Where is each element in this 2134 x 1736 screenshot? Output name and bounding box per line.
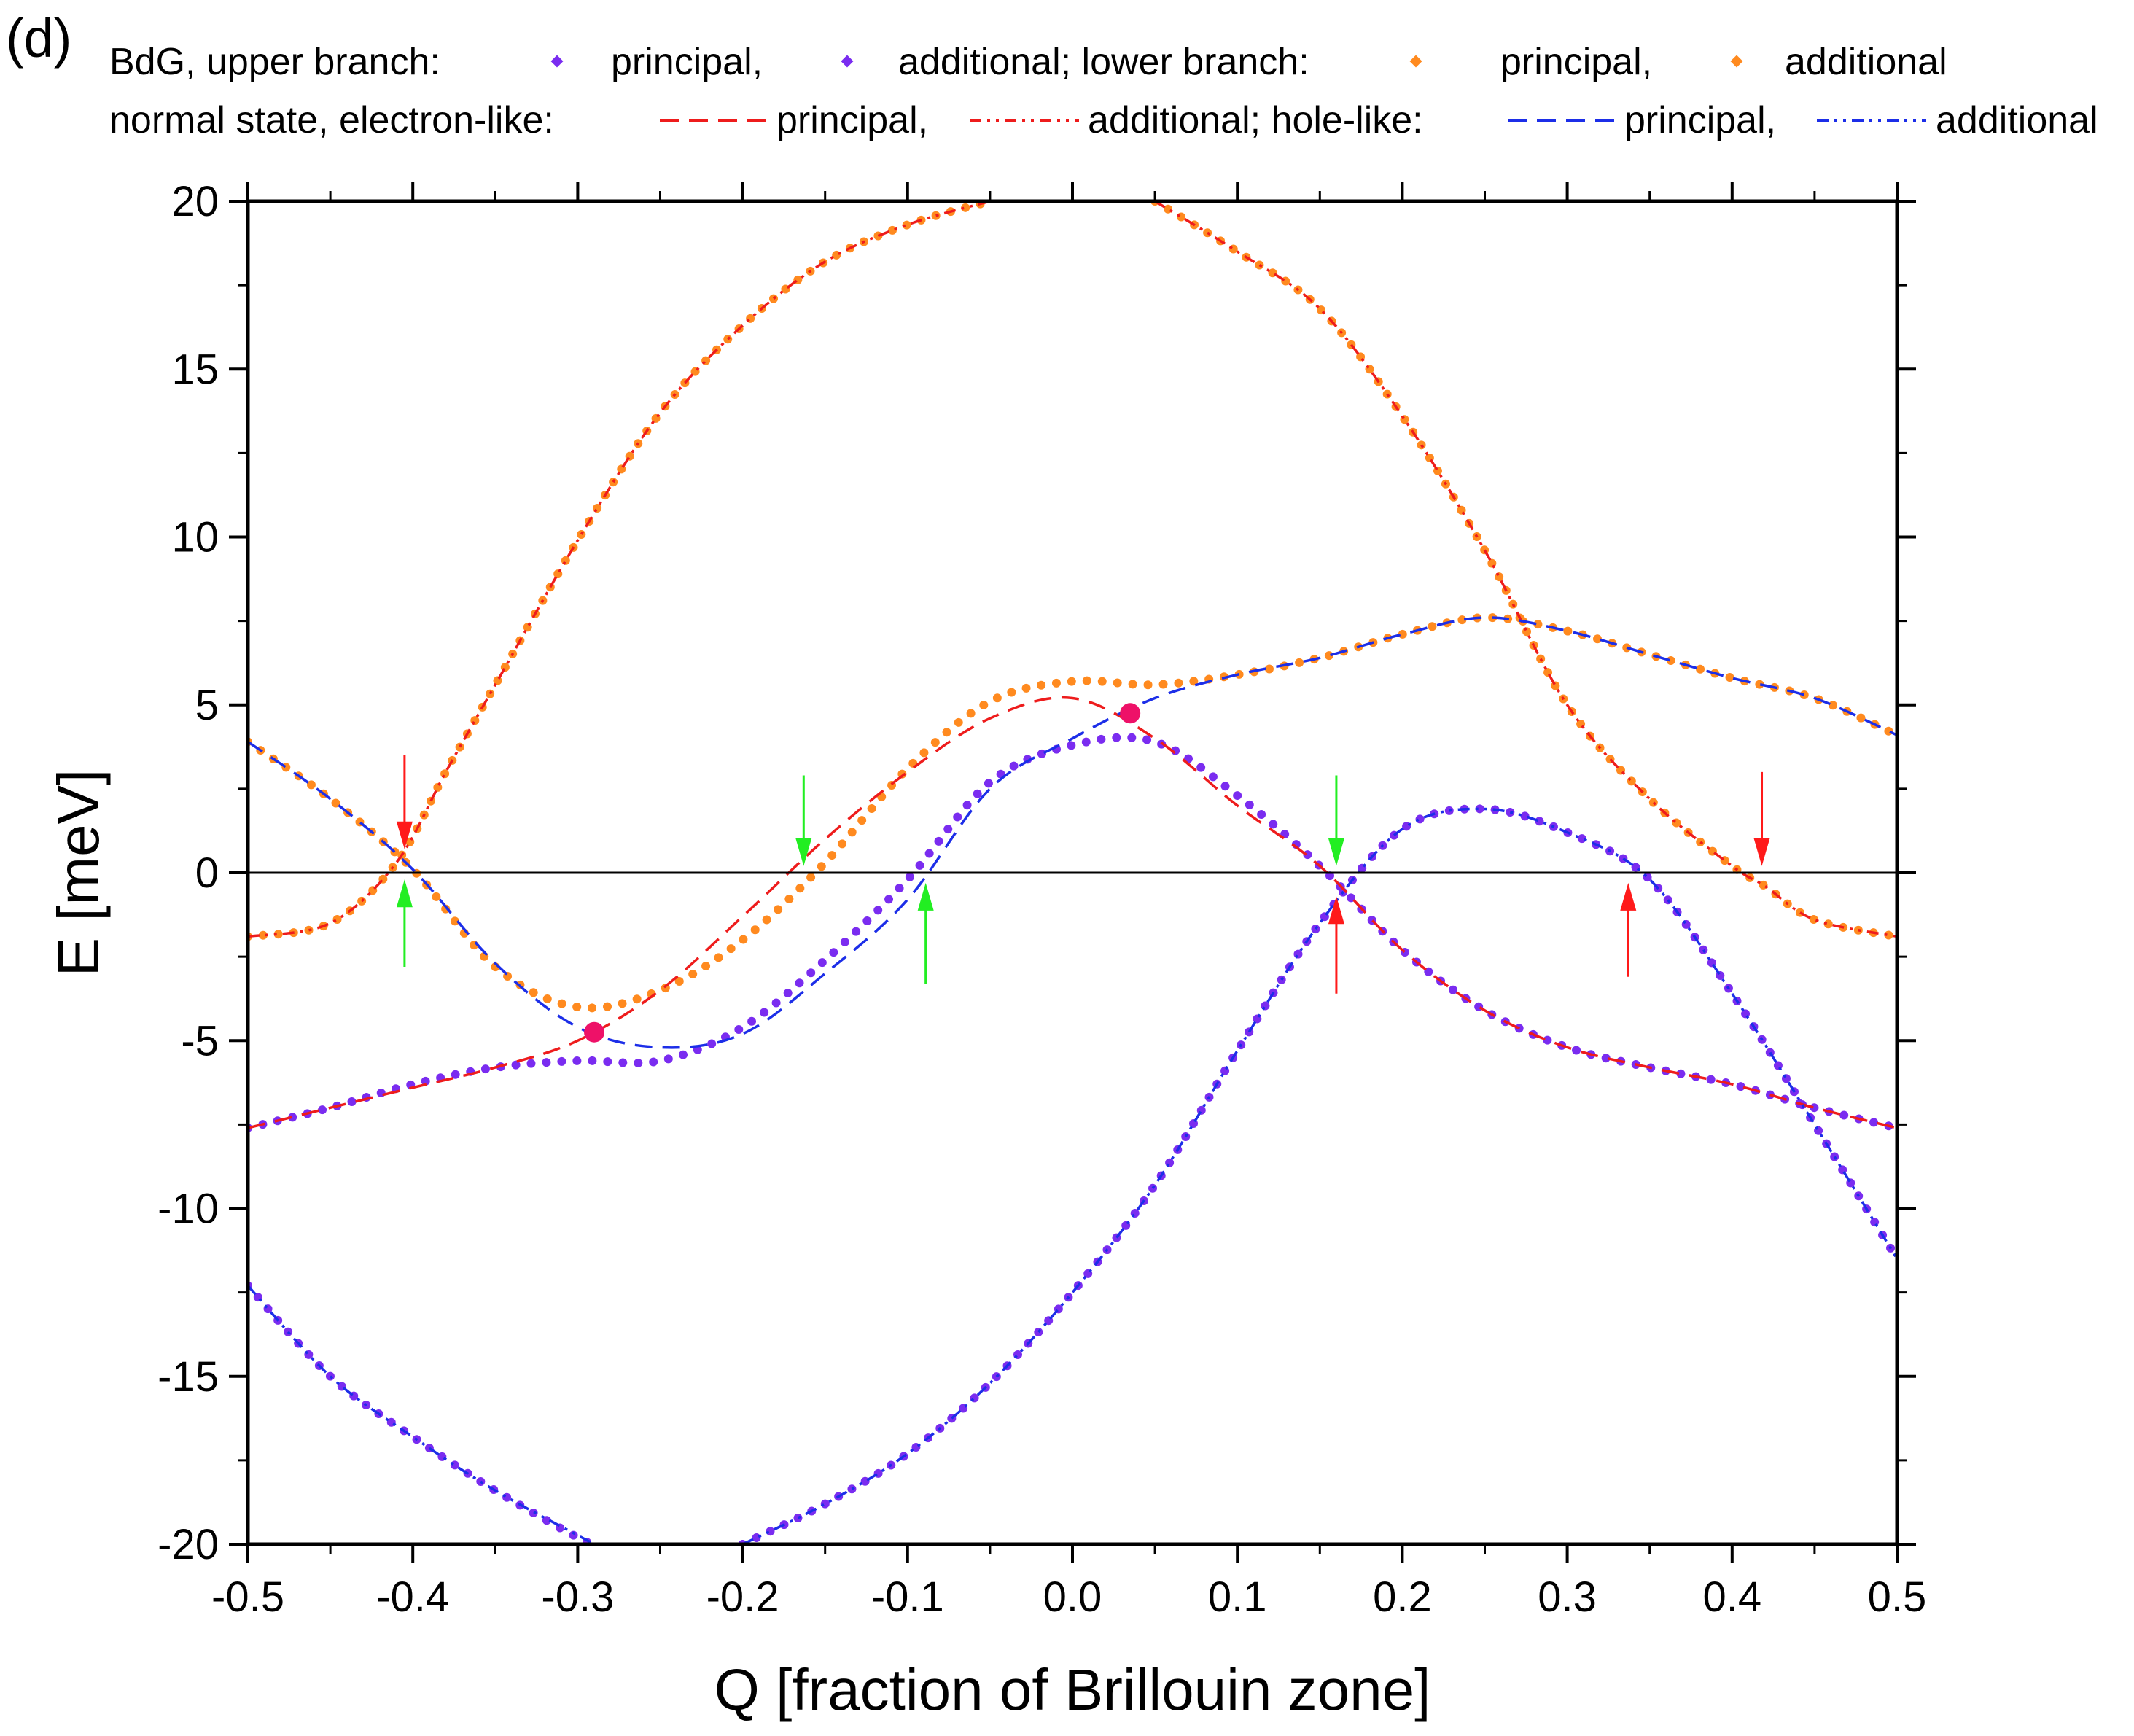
- arrow-6: [1328, 896, 1344, 994]
- bdg-lower-branch-additional-2-series: [1150, 201, 1897, 941]
- normal-hole-like-additional-series: [248, 1285, 597, 1544]
- arrow-5: [1328, 775, 1344, 866]
- x-tick-label: 0.4: [1702, 1573, 1761, 1621]
- x-tick-label: -0.3: [541, 1573, 614, 1621]
- y-tick-label: 5: [195, 682, 219, 729]
- arrow-8: [1753, 771, 1770, 866]
- legend-lower-principal: principal,: [1500, 41, 1652, 83]
- x-tick-label: 0.1: [1208, 1573, 1267, 1621]
- y-tick-label: -5: [181, 1017, 219, 1064]
- bdg-upper-branch-additional-series: [248, 1281, 599, 1544]
- y-tick-label: -10: [157, 1186, 219, 1233]
- x-tick-label: -0.5: [211, 1573, 284, 1621]
- legend-marker-upper-additional: [841, 55, 854, 68]
- normal-electron-like-additional-series: [248, 201, 991, 938]
- normal-electron-like-principal-series: [248, 696, 1897, 1129]
- x-axis-label: Q [fraction of Brillouin zone]: [714, 1657, 1431, 1722]
- plot-annotations: [396, 703, 1770, 1043]
- y-tick-label: -20: [157, 1521, 219, 1568]
- panel-label: (d): [6, 8, 71, 69]
- legend-row-1: BdG, upper branch: principal, additional…: [109, 41, 1947, 83]
- x-tick-label: -0.4: [376, 1573, 449, 1621]
- normal-hole-like-additional-2-series: [741, 807, 1897, 1544]
- arrow-1: [396, 755, 413, 849]
- bdg-upper-branch-additional-2-series: [738, 804, 1897, 1544]
- y-axis-label: E [meV]: [46, 769, 111, 977]
- legend-electron-principal: principal,: [776, 99, 928, 141]
- plot-axes: -0.5 -0.4 -0.3 -0.2 -0.1 0.0 0.1 0.2 0.3 0.4 0.5 -2…: [157, 178, 1926, 1621]
- bdg-lower-branch-additional-series: [248, 201, 994, 941]
- legend-marker-lower-principal: [1409, 55, 1422, 68]
- x-tick-label: 0.0: [1043, 1573, 1102, 1621]
- x-tick-label: 0.2: [1373, 1573, 1432, 1621]
- arrow-3: [795, 775, 812, 866]
- legend-hole-principal: principal,: [1624, 99, 1776, 141]
- legend-hole-additional: additional: [1936, 99, 2098, 141]
- y-tick-label: 20: [171, 178, 219, 225]
- y-tick-label: 15: [171, 346, 219, 393]
- legend-marker-lower-additional: [1730, 55, 1743, 68]
- crossing-marker-1: [584, 1021, 605, 1043]
- legend-row-2: normal state, electron-like: principal, …: [109, 99, 2098, 141]
- plot-series: [248, 201, 1897, 1544]
- x-tick-label: -0.1: [871, 1573, 944, 1621]
- legend-row2-prefix: normal state, electron-like:: [109, 99, 554, 141]
- legend-row1-prefix: BdG, upper branch:: [109, 41, 440, 83]
- legend-upper-additional: additional; lower branch:: [898, 41, 1309, 83]
- arrow-2: [396, 879, 413, 967]
- legend-lower-additional: additional: [1785, 41, 1947, 83]
- bdg-lower-branch-principal-series: [248, 612, 1897, 1013]
- bdg-upper-branch-principal-series: [248, 733, 1897, 1132]
- arrow-4: [917, 882, 934, 984]
- x-tick-label: -0.2: [706, 1573, 779, 1621]
- arrow-7: [1620, 882, 1637, 977]
- y-tick-label: -15: [157, 1353, 219, 1401]
- normal-electron-like-additional-2-series: [1154, 201, 1897, 938]
- x-tick-label: 0.3: [1538, 1573, 1597, 1621]
- crossing-marker-2: [1120, 703, 1141, 724]
- y-tick-label: 10: [171, 514, 219, 561]
- y-tick-label: 0: [195, 849, 219, 897]
- legend-upper-principal: principal,: [611, 41, 763, 83]
- x-tick-label: 0.5: [1868, 1573, 1927, 1621]
- normal-hole-like-principal-series: [248, 616, 1897, 1049]
- legend-electron-additional: additional; hole-like:: [1088, 99, 1423, 141]
- legend-marker-upper-principal: [550, 55, 564, 68]
